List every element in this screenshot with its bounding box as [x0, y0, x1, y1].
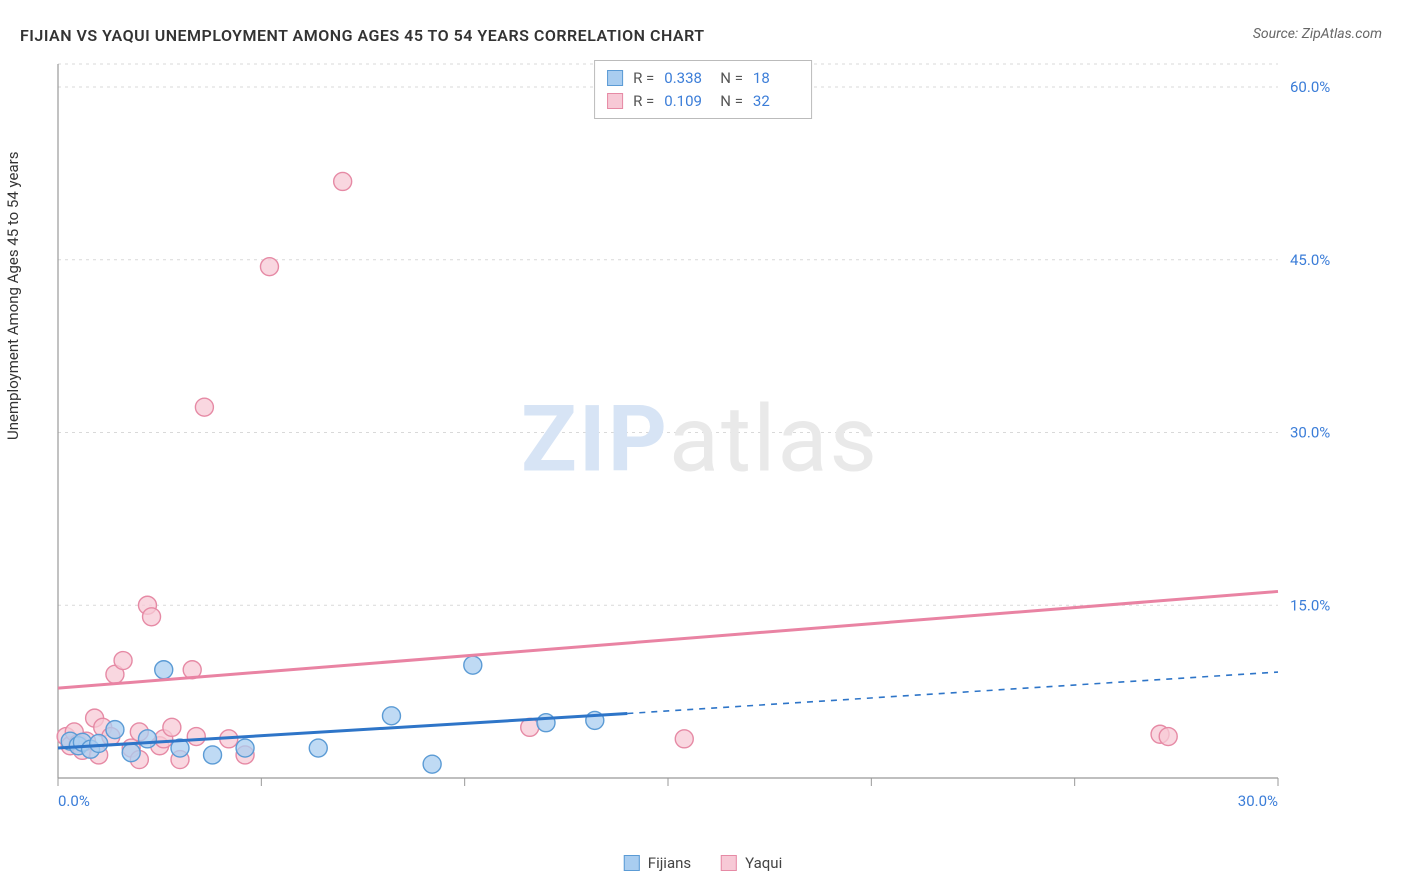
x-tick-label: 0.0% — [58, 792, 90, 810]
y-tick-label: 30.0% — [1290, 424, 1330, 442]
chart-title: FIJIAN VS YAQUI UNEMPLOYMENT AMONG AGES … — [20, 26, 705, 45]
scatter-point — [106, 721, 124, 739]
scatter-point — [423, 755, 441, 773]
legend-swatch-yaqui — [721, 855, 737, 871]
source-label: Source: ZipAtlas.com — [1253, 26, 1382, 42]
legend-swatch-fijians — [624, 855, 640, 871]
n-value-fijians: 18 — [753, 67, 799, 90]
x-tick-label: 30.0% — [1238, 792, 1278, 810]
scatter-point — [1159, 728, 1177, 746]
legend-stats-row-fijians: R = 0.338 N = 18 — [607, 67, 799, 90]
trend-line-yaqui — [58, 591, 1278, 688]
scatter-point — [114, 652, 132, 670]
legend-stats-row-yaqui: R = 0.109 N = 32 — [607, 90, 799, 113]
scatter-point — [334, 172, 352, 190]
scatter-chart: 15.0% 30.0% 45.0% 60.0% 0.0% 30.0% — [50, 60, 1350, 820]
scatter-point — [122, 744, 140, 762]
n-label: N = — [720, 90, 743, 113]
scatter-point — [163, 718, 181, 736]
n-value-yaqui: 32 — [753, 90, 799, 113]
r-label: R = — [633, 90, 654, 113]
r-value-yaqui: 0.109 — [664, 90, 710, 113]
legend-stats-box: R = 0.338 N = 18 R = 0.109 N = 32 — [594, 60, 812, 119]
scatter-point — [195, 398, 213, 416]
scatter-point — [309, 739, 327, 757]
legend-bottom: Fijians Yaqui — [624, 854, 782, 872]
scatter-point — [90, 734, 108, 752]
scatter-point — [537, 714, 555, 732]
legend-item-yaqui: Yaqui — [721, 854, 782, 872]
y-tick-label: 45.0% — [1290, 251, 1330, 269]
y-tick-label: 15.0% — [1290, 596, 1330, 614]
scatter-point — [143, 608, 161, 626]
scatter-point — [236, 739, 254, 757]
scatter-point — [675, 730, 693, 748]
scatter-point — [138, 730, 156, 748]
scatter-point — [260, 258, 278, 276]
legend-swatch-fijians — [607, 70, 623, 86]
chart-plot: ZIPatlas 15.0%30.0%45.0%60.0%0.0%30.0% — [50, 60, 1350, 820]
scatter-point — [382, 707, 400, 725]
legend-label-yaqui: Yaqui — [745, 854, 782, 872]
y-axis-label: Unemployment Among Ages 45 to 54 years — [4, 152, 22, 440]
scatter-point — [204, 746, 222, 764]
legend-label-fijians: Fijians — [648, 854, 691, 872]
scatter-point — [464, 656, 482, 674]
n-label: N = — [720, 67, 743, 90]
scatter-point — [187, 728, 205, 746]
trend-line-fijians-dashed — [627, 672, 1278, 713]
legend-swatch-yaqui — [607, 93, 623, 109]
legend-item-fijians: Fijians — [624, 854, 691, 872]
scatter-point — [155, 661, 173, 679]
y-tick-label: 60.0% — [1290, 78, 1330, 96]
r-value-fijians: 0.338 — [664, 67, 710, 90]
r-label: R = — [633, 67, 654, 90]
